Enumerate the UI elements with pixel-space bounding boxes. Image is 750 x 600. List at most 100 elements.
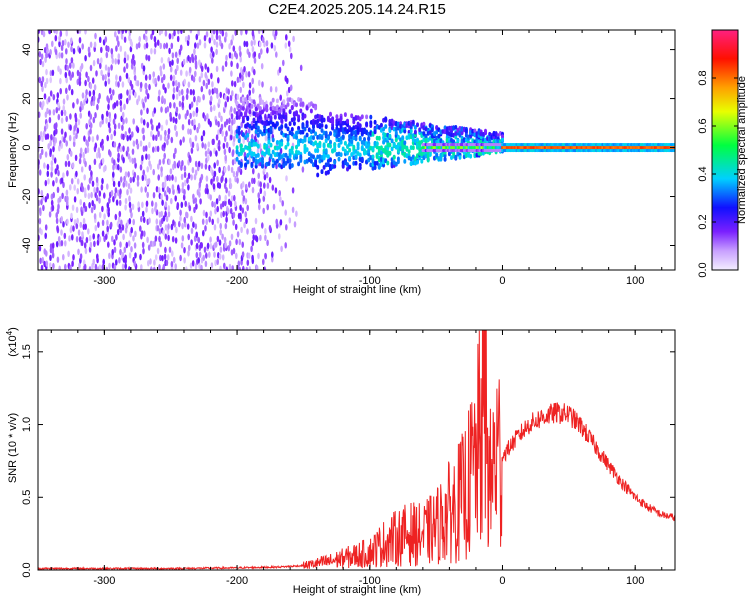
spectrogram-cell bbox=[68, 84, 71, 91]
spectrogram-cell bbox=[202, 79, 206, 87]
spectrogram-cell bbox=[267, 161, 271, 167]
spectrogram-cell bbox=[205, 218, 208, 226]
spectrogram-cell bbox=[316, 165, 320, 170]
spectrogram-cell bbox=[142, 101, 145, 109]
spectrogram-cell bbox=[140, 230, 144, 237]
spectrogram-cell bbox=[64, 71, 68, 79]
spectrogram-cell bbox=[201, 218, 205, 225]
spectrogram-cell bbox=[118, 199, 122, 207]
spectrogram-cell bbox=[239, 212, 242, 219]
spectrogram-cell bbox=[38, 134, 41, 142]
spectrogram-cell bbox=[104, 36, 108, 43]
spectrogram-cell bbox=[146, 93, 150, 100]
spectrogram-cell bbox=[101, 264, 105, 270]
spectrogram-cell bbox=[73, 135, 76, 143]
spectrogram-cell bbox=[239, 143, 243, 149]
spectrogram-cell bbox=[299, 129, 303, 135]
spectrogram-cell bbox=[181, 101, 184, 108]
spectrogram-cell bbox=[329, 131, 332, 136]
spectrogram-cell bbox=[148, 217, 151, 224]
spectrogram-cell bbox=[261, 100, 264, 105]
spectrogram-cell bbox=[416, 122, 419, 128]
spectrogram-cell bbox=[145, 206, 148, 213]
spectrogram-cell bbox=[365, 121, 369, 127]
spectrogram-cell bbox=[45, 260, 49, 267]
spectrogram-cell bbox=[107, 121, 111, 129]
spectrogram-cell bbox=[218, 35, 221, 42]
spectrogram-cell bbox=[234, 30, 237, 36]
spectrogram-cell bbox=[70, 45, 73, 53]
spectrogram-cell bbox=[139, 225, 142, 232]
spectrogram-cell bbox=[326, 135, 330, 141]
spectrogram-cell bbox=[178, 89, 181, 97]
spectrogram-cell bbox=[80, 182, 84, 189]
spectrogram-cell bbox=[268, 176, 272, 184]
spectrogram-cell bbox=[375, 160, 379, 166]
spectrogram-cell bbox=[118, 75, 122, 82]
spectrogram-cell bbox=[148, 73, 152, 81]
spectrogram-cell bbox=[42, 130, 46, 137]
spectrogram-cell bbox=[236, 93, 240, 101]
spectrogram-cell bbox=[113, 129, 117, 137]
spectrogram-cell bbox=[60, 117, 64, 124]
spectrogram-cell bbox=[79, 112, 82, 119]
spectrogram-cell bbox=[56, 164, 59, 171]
spectrogram-cell bbox=[288, 121, 292, 127]
spectrogram-cell bbox=[198, 39, 202, 46]
spectrogram-cell bbox=[424, 134, 428, 139]
colorbar-gradient bbox=[712, 30, 738, 270]
spectrogram-cell bbox=[256, 147, 260, 155]
spectrogram-cell bbox=[255, 265, 259, 270]
spectrogram-cell bbox=[145, 88, 148, 95]
spectrogram-cell bbox=[264, 228, 267, 235]
spectrogram-cell bbox=[64, 131, 67, 138]
spectrogram-cell bbox=[253, 68, 256, 76]
spectrogram-cell bbox=[85, 71, 88, 78]
spectrogram-cell bbox=[91, 200, 94, 207]
spectrogram-cell bbox=[166, 139, 169, 146]
spectrogram-cell bbox=[275, 218, 279, 225]
spectrogram-cell bbox=[146, 107, 149, 115]
spectrogram-cell bbox=[89, 64, 93, 72]
spectrogram-cell bbox=[456, 138, 460, 144]
spectrogram-cell bbox=[343, 140, 347, 146]
spectrogram-cell bbox=[70, 88, 74, 96]
spectrogram-cell bbox=[418, 127, 422, 133]
spectrogram-cell bbox=[257, 30, 261, 35]
spectrogram-cell bbox=[139, 140, 143, 147]
spectrogram-cell bbox=[394, 137, 398, 143]
spectrogram-cell bbox=[117, 164, 120, 171]
spectrogram-cell bbox=[147, 260, 150, 267]
spectrogram-cell bbox=[250, 104, 254, 109]
spectrogram-cell bbox=[101, 144, 104, 151]
spectrogram-cell bbox=[92, 95, 96, 102]
spectrogram-cell bbox=[204, 63, 207, 70]
spectrogram-cell bbox=[231, 90, 234, 97]
spectrogram-cell bbox=[403, 159, 407, 164]
spectrogram-cell bbox=[160, 76, 164, 84]
spectrogram-cell bbox=[51, 204, 55, 212]
spectrogram-cell bbox=[320, 135, 324, 141]
spectrogram-cell bbox=[187, 184, 190, 191]
spectrogram-cell bbox=[388, 128, 392, 134]
spectrogram-cell bbox=[242, 265, 245, 270]
spectrogram-cell bbox=[254, 217, 258, 225]
spectrogram-cell bbox=[121, 81, 125, 88]
spectrogram-cell bbox=[396, 121, 400, 127]
spectrogram-cell bbox=[155, 186, 159, 193]
spectrogram-cell bbox=[263, 266, 267, 270]
spectrogram-cell bbox=[96, 152, 99, 159]
spectrogram-cell bbox=[210, 262, 214, 269]
spectrogram-cell bbox=[377, 135, 381, 141]
spectrogram-cell bbox=[224, 222, 228, 230]
spectrogram-cell bbox=[266, 182, 270, 189]
spectrogram-cell bbox=[189, 88, 193, 96]
spectrogram-cell bbox=[235, 133, 239, 139]
spectrogram-cell bbox=[195, 106, 199, 114]
spectrogram-cell bbox=[85, 236, 89, 244]
spectrogram-cell bbox=[229, 182, 233, 189]
spectrogram-cell bbox=[243, 66, 246, 73]
spectrogram-cell bbox=[100, 184, 104, 191]
spectrogram-cell bbox=[193, 96, 196, 103]
